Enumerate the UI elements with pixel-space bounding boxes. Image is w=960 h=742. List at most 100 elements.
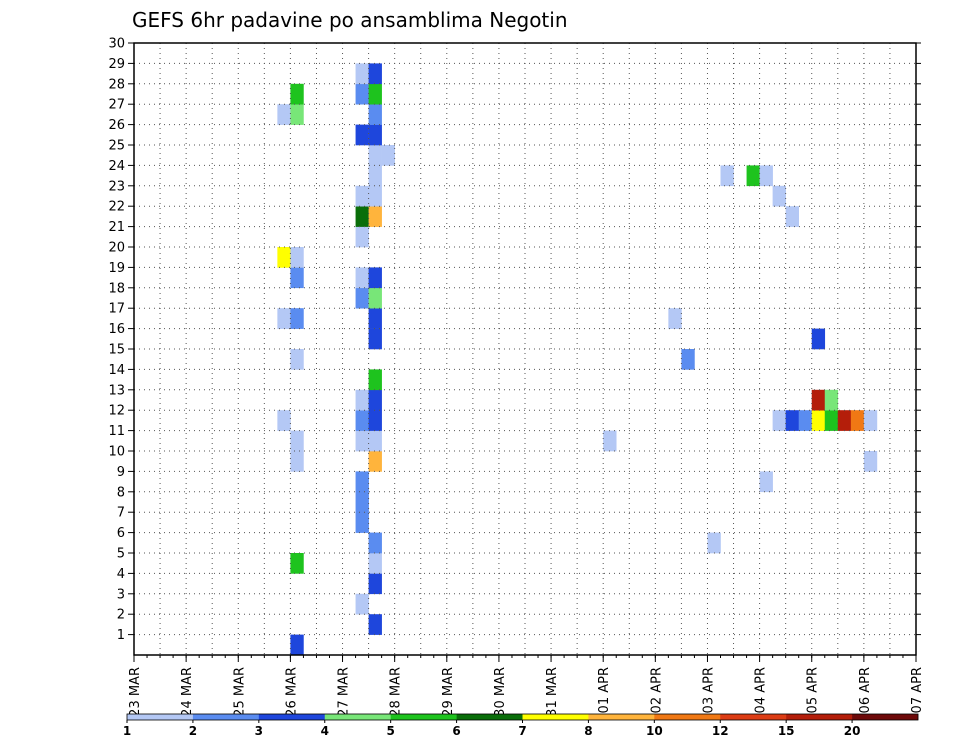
x-tick-label: 04 APR xyxy=(754,667,769,713)
heatmap-cell xyxy=(759,165,773,187)
heatmap-cell xyxy=(290,83,304,105)
heatmap-cell xyxy=(277,247,291,268)
heatmap-cell xyxy=(355,124,369,146)
y-tick-label: 12 xyxy=(108,404,125,419)
colorbar-swatch xyxy=(390,714,457,720)
y-tick-label: 9 xyxy=(117,465,125,480)
heatmap-cell xyxy=(290,430,304,452)
heatmap-cell xyxy=(368,104,382,125)
x-tick-label: 23 MAR xyxy=(128,667,143,717)
x-tick-label: 26 MAR xyxy=(284,667,299,717)
colorbar-swatch xyxy=(324,714,391,720)
heatmap-cell xyxy=(824,410,839,431)
colorbar-swatch xyxy=(720,714,787,720)
colorbar-swatch xyxy=(127,714,194,720)
heatmap-cell xyxy=(355,63,369,85)
x-tick-label: 01 APR xyxy=(597,667,612,713)
heatmap-cell xyxy=(368,410,382,431)
y-tick-label: 18 xyxy=(108,281,125,296)
colorbar-swatch xyxy=(258,714,326,720)
y-tick-label: 6 xyxy=(117,526,125,541)
x-tick-label: 03 APR xyxy=(701,667,716,713)
y-tick-label: 17 xyxy=(108,302,125,317)
x-tick-label: 02 APR xyxy=(649,667,664,713)
colorbar-swatch xyxy=(192,714,260,720)
heatmap-cell xyxy=(290,104,304,125)
y-tick-label: 2 xyxy=(117,608,125,623)
y-tick-label: 21 xyxy=(108,220,125,235)
y-tick-label: 14 xyxy=(108,363,125,378)
y-tick-label: 20 xyxy=(108,241,125,256)
heatmap-cell xyxy=(798,410,813,431)
heatmap-cell xyxy=(277,410,291,431)
heatmap-cell xyxy=(368,185,382,207)
heatmap-cell xyxy=(368,165,382,187)
heatmap-cell xyxy=(290,308,304,329)
x-tick-label: 27 MAR xyxy=(337,667,352,717)
heatmap-cell xyxy=(290,247,304,268)
heatmap-cell xyxy=(355,267,369,289)
heatmap-cell xyxy=(381,145,395,166)
heatmap-cell xyxy=(368,63,382,85)
x-tick-label: 28 MAR xyxy=(389,667,404,717)
heatmap-cell xyxy=(368,430,382,452)
y-tick-label: 15 xyxy=(108,343,125,358)
y-tick-label: 11 xyxy=(108,424,125,439)
y-tick-label: 10 xyxy=(108,445,125,460)
colorbar-label: 3 xyxy=(255,724,263,738)
colorbar-label: 15 xyxy=(778,724,795,738)
y-tick-label: 24 xyxy=(108,159,125,174)
heatmap-cell xyxy=(355,206,369,227)
colorbar-swatch xyxy=(852,714,919,720)
heatmap-cell xyxy=(707,532,721,554)
cells-layer xyxy=(277,63,878,656)
colorbar-swatch xyxy=(588,714,655,720)
heatmap-cell xyxy=(368,369,382,391)
heatmap-cell xyxy=(355,389,369,411)
heatmap-cell xyxy=(355,287,369,309)
heatmap-cell xyxy=(368,389,382,411)
colorbar-label: 2 xyxy=(189,724,197,738)
heatmap-cell xyxy=(355,430,369,452)
heatmap-cell xyxy=(355,512,369,533)
heatmap-cell xyxy=(785,206,799,227)
colorbar: 1 2 3 4 5 6 7 8 10 12 15 20 xyxy=(123,713,919,738)
colorbar-label: 8 xyxy=(584,724,592,738)
colorbar-swatch xyxy=(654,714,721,720)
heatmap-cell xyxy=(368,532,382,554)
colorbar-label: 20 xyxy=(844,724,861,738)
heatmap-cell xyxy=(355,410,369,431)
y-tick-label: 30 xyxy=(108,37,125,52)
heatmap-cell xyxy=(850,410,865,431)
colorbar-label: 6 xyxy=(452,724,460,738)
heatmap-cell xyxy=(355,593,369,615)
y-tick-label: 29 xyxy=(108,57,125,72)
colorbar-swatch xyxy=(786,714,853,720)
heatmap-cell xyxy=(746,165,760,187)
y-tick-label: 26 xyxy=(108,118,125,133)
y-tick-label: 23 xyxy=(108,179,125,194)
y-tick-label: 25 xyxy=(108,139,125,154)
heatmap-cell xyxy=(368,573,382,595)
x-tick-label: 07 APR xyxy=(910,667,925,713)
heatmap-cell xyxy=(368,308,382,329)
y-tick-label: 7 xyxy=(117,506,125,521)
grid-layer xyxy=(134,43,916,655)
heatmap-cell xyxy=(368,614,382,635)
heatmap-cell xyxy=(811,328,826,350)
heatmap-cell xyxy=(863,410,878,431)
heatmap-cell xyxy=(759,471,773,493)
y-tick-label: 4 xyxy=(117,567,125,582)
heatmap-cell xyxy=(290,634,304,656)
x-tick-label: 31 MAR xyxy=(545,667,560,717)
colorbar-swatch xyxy=(456,714,523,720)
y-tick-label: 1 xyxy=(117,628,125,643)
heatmap-cell xyxy=(368,206,382,227)
heatmap-cell xyxy=(290,267,304,289)
y-tick-label: 28 xyxy=(108,77,125,92)
x-tick-label: 06 APR xyxy=(858,667,873,713)
heatmap-cell xyxy=(785,410,799,431)
heatmap-cell xyxy=(368,287,382,309)
heatmap-cell xyxy=(368,83,382,105)
